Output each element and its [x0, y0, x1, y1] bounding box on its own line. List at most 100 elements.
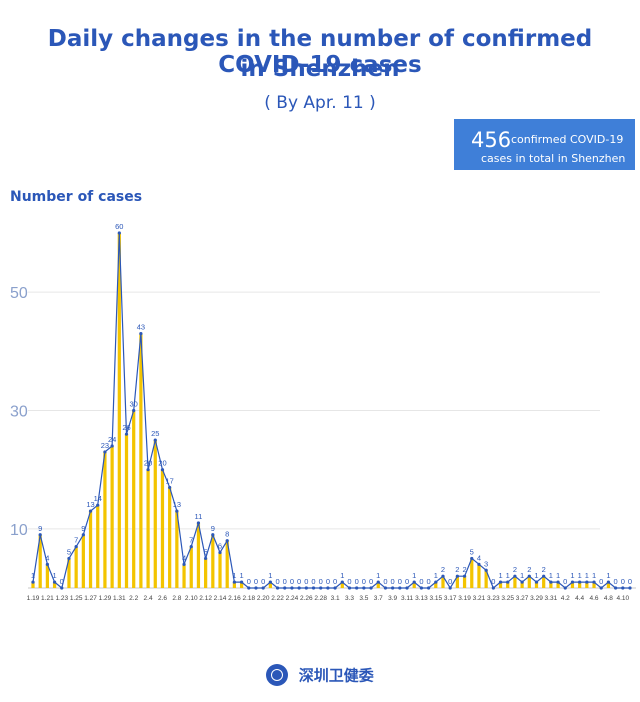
data-point	[614, 586, 618, 590]
x-tick-label: 3.15	[429, 595, 442, 602]
data-point	[153, 438, 157, 442]
data-label: 4	[182, 553, 186, 562]
bar	[67, 558, 71, 588]
x-tick-label: 1.25	[70, 595, 83, 602]
data-point	[513, 574, 517, 578]
bar	[592, 582, 596, 588]
data-label: 2	[513, 565, 517, 574]
data-point	[232, 580, 236, 584]
data-point	[31, 580, 35, 584]
data-label: 7	[74, 536, 78, 545]
data-label: 0	[491, 577, 495, 586]
x-tick-label: 2.28	[314, 595, 327, 602]
x-tick-label: 3.3	[345, 595, 354, 602]
bar	[31, 582, 35, 588]
data-point	[455, 574, 459, 578]
data-point	[261, 586, 265, 590]
data-point	[297, 586, 301, 590]
bar	[549, 582, 553, 588]
data-point	[333, 586, 337, 590]
data-point	[355, 586, 359, 590]
data-point	[211, 533, 215, 537]
bar	[175, 511, 179, 588]
data-label: 25	[151, 429, 159, 438]
data-point	[441, 574, 445, 578]
bar	[513, 576, 517, 588]
data-point	[304, 586, 308, 590]
bar	[606, 582, 611, 588]
bar	[45, 564, 50, 588]
bar	[110, 446, 114, 588]
data-label: 0	[563, 577, 567, 586]
data-point	[175, 509, 179, 513]
bar	[196, 522, 201, 588]
data-label: 0	[628, 577, 632, 586]
data-label: 13	[173, 500, 181, 509]
data-label: 0	[326, 577, 330, 586]
data-label: 3	[484, 559, 488, 568]
x-tick-label: 2.12	[199, 595, 212, 602]
x-tick-label: 4.8	[604, 595, 613, 602]
data-label: 23	[101, 441, 109, 450]
data-point	[319, 586, 323, 590]
total-cases-label-line1: confirmed COVID-19	[511, 133, 624, 146]
bar	[132, 410, 136, 588]
bar	[441, 576, 445, 588]
data-point	[103, 450, 107, 454]
data-label: 0	[333, 577, 337, 586]
data-point	[189, 544, 193, 549]
x-tick-label: 2.8	[172, 595, 181, 602]
bar	[160, 469, 165, 588]
data-label: 1	[376, 571, 380, 580]
data-point	[599, 586, 603, 590]
data-label: 1	[268, 571, 272, 580]
data-label: 0	[355, 577, 359, 586]
data-label: 1	[434, 571, 438, 580]
x-tick-label: 3.21	[473, 595, 486, 602]
bar	[146, 469, 150, 588]
bar	[168, 487, 172, 588]
data-label: 1	[520, 571, 524, 580]
data-label: 0	[297, 577, 301, 586]
bar	[484, 570, 488, 588]
data-point	[563, 586, 567, 590]
data-label: 4	[45, 553, 49, 562]
bar	[506, 582, 510, 588]
data-point	[484, 568, 488, 572]
x-tick-label: 2.14	[214, 595, 227, 602]
data-label: 9	[211, 524, 215, 533]
data-label: 0	[369, 577, 373, 586]
bar	[477, 564, 481, 588]
data-label: 1	[549, 571, 553, 580]
x-tick-label: 2.10	[185, 595, 198, 602]
data-label: 0	[405, 577, 409, 586]
data-point	[362, 586, 366, 590]
data-point	[427, 586, 431, 590]
x-tick-label: 3.19	[458, 595, 471, 602]
data-label: 2	[455, 565, 459, 574]
data-label: 11	[195, 512, 203, 521]
data-label: 9	[81, 524, 85, 533]
x-tick-label: 3.29	[530, 595, 543, 602]
data-label: 1	[498, 571, 502, 580]
data-point	[146, 468, 150, 472]
data-label: 2	[441, 565, 445, 574]
bar	[38, 534, 42, 588]
data-label: 0	[599, 577, 603, 586]
data-point	[534, 580, 539, 584]
data-label: 13	[86, 500, 94, 509]
data-point	[405, 586, 409, 590]
data-label: 0	[347, 577, 351, 586]
x-tick-label: 3.5	[359, 595, 368, 602]
data-point	[369, 586, 373, 590]
bar	[124, 434, 129, 588]
bar	[204, 558, 208, 588]
data-point	[578, 580, 582, 584]
data-point	[621, 586, 625, 590]
data-point	[168, 485, 172, 490]
data-label: 20	[158, 459, 166, 468]
data-label: 1	[506, 571, 510, 580]
data-point	[74, 544, 78, 549]
data-label: 0	[247, 577, 251, 586]
x-tick-label: 4.10	[616, 595, 629, 602]
